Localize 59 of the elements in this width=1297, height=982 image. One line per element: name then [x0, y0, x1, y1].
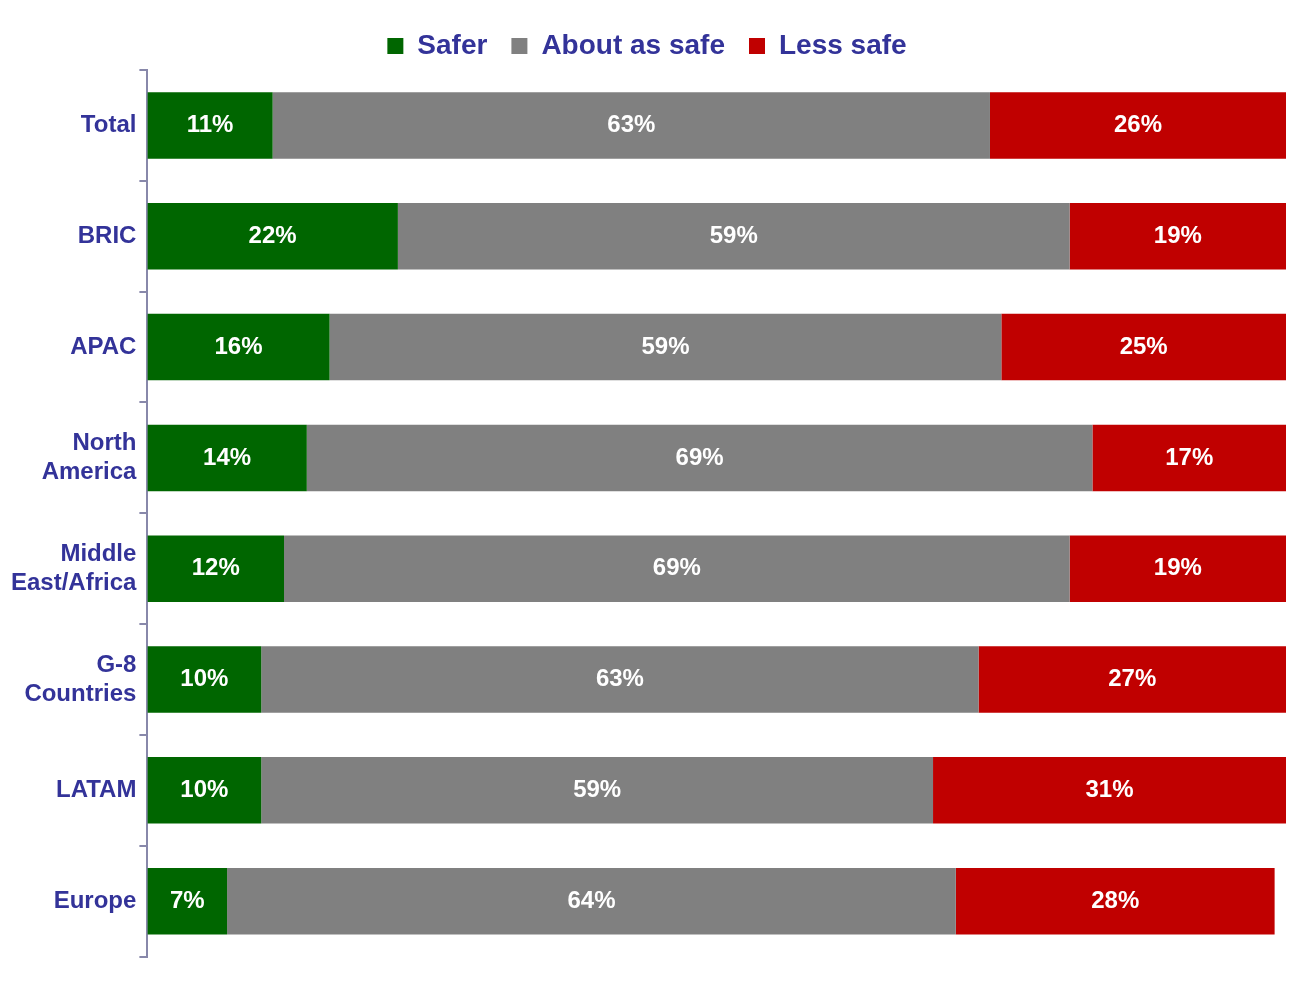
bar: [147, 757, 262, 824]
legend-label: Less safe: [779, 28, 907, 60]
bar: [284, 535, 1070, 602]
data-label: 10%: [180, 664, 229, 692]
bar: [955, 867, 1275, 935]
y-tick-label: Middle East/Africa: [11, 538, 138, 595]
data-label: 22%: [248, 220, 297, 248]
data-label: 17%: [1165, 442, 1214, 470]
bar: [306, 424, 1093, 492]
bar: [1069, 535, 1286, 602]
data-label: 31%: [1085, 774, 1134, 802]
bar: [147, 535, 285, 602]
legend-label: Safer: [417, 28, 488, 60]
data-label: 28%: [1091, 885, 1140, 913]
data-label: 59%: [573, 774, 622, 802]
y-tick-label: Total: [80, 110, 137, 138]
bar: [978, 646, 1286, 713]
bar: [272, 92, 990, 159]
data-label: 27%: [1108, 664, 1157, 692]
bar: [147, 646, 262, 713]
bar: [147, 867, 228, 935]
data-label: 25%: [1119, 331, 1168, 359]
data-label: 69%: [652, 553, 701, 581]
y-tick-label: Europe: [53, 885, 137, 913]
y-tick-label: BRIC: [77, 220, 137, 248]
bar: [147, 92, 273, 159]
data-label: 12%: [191, 553, 240, 581]
bar: [397, 202, 1070, 270]
bar: [147, 202, 398, 270]
bar: [989, 92, 1286, 159]
data-label: 69%: [675, 442, 724, 470]
data-label: 16%: [214, 331, 263, 359]
legend-label: About as safe: [541, 28, 726, 60]
data-label: 19%: [1153, 220, 1202, 248]
data-label: 7%: [169, 885, 205, 913]
bar: [147, 313, 330, 381]
data-label: 19%: [1153, 553, 1202, 581]
bar: [261, 646, 979, 713]
data-label: 14%: [203, 442, 252, 470]
y-tick-label: LATAM: [55, 774, 137, 802]
y-tick-label: APAC: [70, 331, 137, 359]
bar: [933, 757, 1286, 824]
y-tick-label: North America: [41, 428, 138, 484]
bar: [227, 867, 956, 935]
bar: [1069, 202, 1286, 270]
data-label: 64%: [567, 885, 616, 913]
bar: [1092, 424, 1286, 492]
data-label: 63%: [607, 110, 656, 138]
data-label: 26%: [1113, 110, 1162, 138]
data-label: 59%: [709, 220, 758, 248]
bar: [261, 757, 934, 824]
data-label: 59%: [641, 331, 690, 359]
data-label: 10%: [180, 774, 229, 802]
bar: [147, 424, 307, 492]
bar: [1001, 313, 1286, 381]
data-label: 63%: [595, 664, 644, 692]
bar: [329, 313, 1002, 381]
data-label: 11%: [186, 110, 234, 138]
y-tick-label: G-8 Countries: [24, 649, 137, 706]
